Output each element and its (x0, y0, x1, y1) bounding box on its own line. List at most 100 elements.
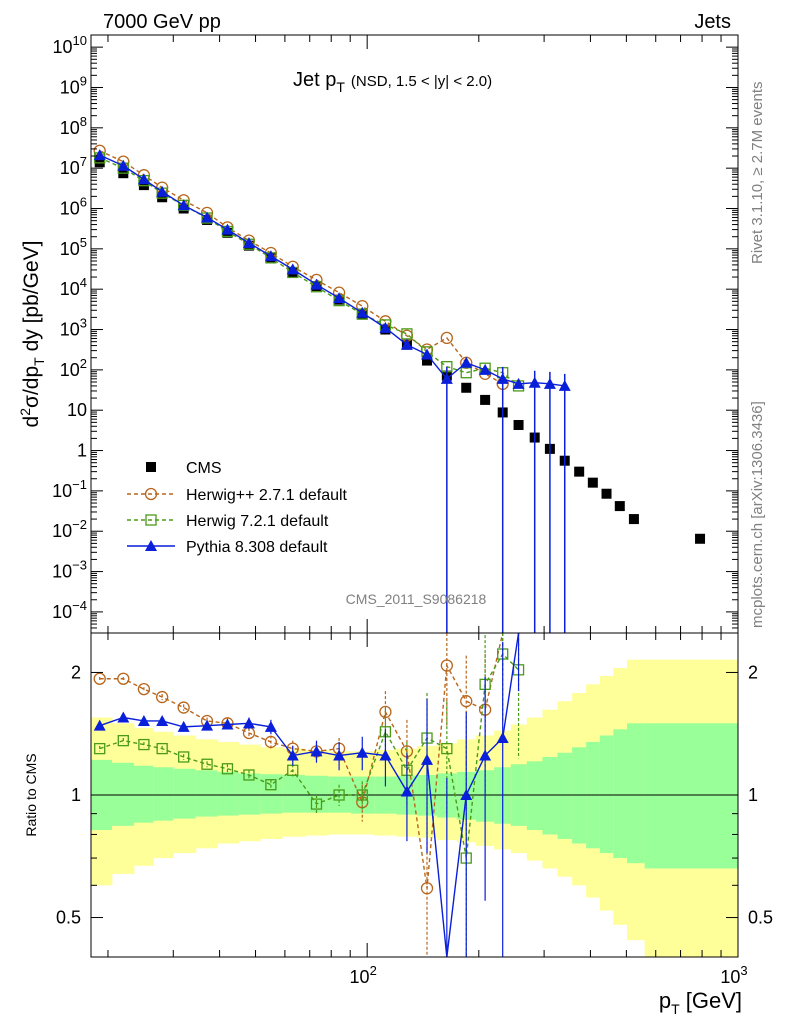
ratio-point (310, 745, 323, 757)
data-point (379, 321, 392, 333)
inner-band-bin (111, 762, 135, 826)
data-point (157, 192, 168, 203)
ratio-point (440, 659, 453, 672)
legend-marker (144, 487, 158, 501)
main-y-tick-label: 10−3 (52, 558, 87, 582)
ratio-point (178, 751, 190, 763)
ratio-point (356, 746, 369, 758)
main-y-tick-label: 106 (60, 195, 87, 219)
main-y-tick-label: 10−1 (52, 477, 87, 501)
legend-marker (145, 514, 157, 526)
ratio-point (137, 682, 151, 696)
legend-label: CMS (186, 460, 222, 477)
main-y-tick-label: 107 (60, 154, 87, 178)
ratio-point (496, 732, 509, 744)
data-point (460, 367, 472, 379)
ratio-point (242, 717, 255, 729)
ratio-point (117, 672, 130, 685)
title-sub: T (336, 79, 345, 95)
ratio-point (93, 672, 106, 685)
inner-band-bin (173, 768, 197, 819)
ratio-y-tick-label: 1 (71, 785, 81, 805)
ratio-y-tick-label-right: 0.5 (748, 908, 773, 928)
main-y-tick-label: 1010 (53, 33, 88, 57)
ratio-point (221, 763, 234, 775)
series-cms (94, 157, 706, 544)
inner-band-bin (153, 767, 174, 821)
data-point (460, 356, 473, 368)
ratio-point (156, 714, 169, 726)
main-y-tick-label: 10−2 (52, 517, 87, 541)
ratio-point (379, 749, 392, 761)
data-point (512, 377, 525, 389)
data-point (333, 292, 346, 304)
data-point (356, 306, 369, 318)
main-panel: 10−4 10−3 10−2 10−1 1 10 102 103 104 105 106 107 108… (52, 33, 739, 634)
ratio-point (177, 720, 190, 732)
ratio-y-tick-label: 2 (71, 662, 81, 682)
header-right: Jets (694, 11, 731, 33)
data-point (264, 250, 277, 262)
main-series-group (93, 144, 706, 633)
ratio-point (94, 742, 106, 755)
main-y-axis: 10−4 10−3 10−2 10−1 1 10 102 103 104 105 106 107 108… (52, 33, 738, 634)
inner-band-bin (133, 765, 154, 823)
ratio-point (156, 742, 168, 755)
ratio-point (117, 711, 130, 723)
ratio-point (379, 705, 392, 719)
ratio-panel: 0.5 0.5 1 1 2 2 102 103 (56, 632, 773, 987)
data-point (574, 466, 585, 477)
ratio-point (441, 742, 453, 755)
rivet-version-label: Rivet 3.1.10, ≥ 2.7M events (749, 82, 766, 265)
legend-label: Herwig 7.2.1 default (186, 513, 329, 530)
inner-band-bin (542, 756, 558, 835)
inner-band-bin (627, 723, 646, 864)
series-herwig-7-2-1-default (94, 152, 525, 392)
main-y-axis-title: d2σ/dpT dy [pb/GeV] (17, 241, 47, 428)
x-axis-title: pT [GeV] (659, 988, 742, 1017)
data-point (421, 348, 434, 360)
data-point (422, 355, 433, 366)
ratio-point (265, 779, 277, 791)
x-tick-label: 102 (350, 963, 377, 987)
ratio-point (137, 714, 150, 726)
ratio-y-axis-title: Ratio to CMS (23, 753, 39, 836)
data-point (480, 394, 491, 405)
inner-band-bin (557, 752, 573, 839)
ratio-point (333, 789, 345, 801)
data-point (242, 236, 255, 248)
inner-band-bin (599, 735, 614, 854)
ratio-line (99, 652, 520, 859)
legend-entry: CMS (146, 460, 222, 477)
inner-band-bin (195, 770, 219, 817)
ratio-y-tick-label: 0.5 (56, 908, 81, 928)
legend-entry: Herwig 7.2.1 default (127, 513, 329, 530)
title-main: Jet p (293, 69, 336, 91)
ratio-point (117, 734, 129, 747)
ratio-point (156, 690, 169, 704)
inner-band-bin (217, 771, 240, 816)
data-point (177, 199, 190, 211)
main-y-tick-label: 10 (67, 400, 87, 420)
legend-marker (145, 540, 157, 551)
header-left: 7000 GeV pp (103, 11, 221, 33)
ratio-point (460, 695, 473, 708)
data-point (587, 477, 598, 488)
legend-entry: Pythia 8.308 default (127, 539, 328, 556)
ratio-uncertainty-bands (91, 659, 739, 957)
data-point (201, 211, 214, 223)
analysis-label: CMS_2011_S9086218 (346, 591, 487, 607)
series-line (99, 150, 504, 385)
data-point (400, 338, 413, 350)
ratio-point (420, 882, 434, 895)
mcplots-label: mcplots.cern.ch [arXiv:1306.3436] (749, 401, 766, 628)
data-point (614, 501, 625, 512)
legend-label: Pythia 8.308 default (186, 539, 328, 556)
main-y-tick-label: 102 (60, 356, 87, 380)
data-point (440, 331, 453, 345)
main-y-tick-label: 1 (77, 441, 87, 461)
data-point (695, 533, 706, 544)
data-point (628, 514, 639, 525)
legend-marker (146, 462, 156, 472)
main-x-ticks (107, 35, 739, 633)
